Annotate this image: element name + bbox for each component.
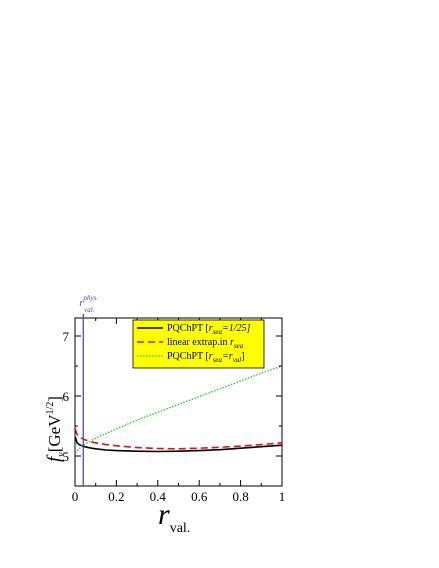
x-tick-label: 1 (279, 489, 286, 504)
y-tick-label: 5 (63, 449, 70, 464)
x-tick-label: 0.2 (108, 489, 124, 504)
legend-label-0: PQChPT [rsea=1/25] (167, 323, 251, 336)
x-tick-label: 0 (72, 489, 79, 504)
legend: PQChPT [rsea=1/25]linear extrap.in rseaP… (132, 319, 265, 369)
x-tick-label: 0.6 (191, 489, 208, 504)
y-axis-label: fv[GeV1/2] (44, 396, 67, 462)
series-line-2 (74, 365, 283, 454)
x-axis-label: rval. (158, 498, 190, 536)
x-tick-label: 0.8 (232, 489, 248, 504)
axis-labels: rphys. val. rval. fv[GeV1/2] (44, 294, 190, 536)
series-layer (74, 314, 283, 486)
x-tick-label: 0.4 (150, 489, 167, 504)
y-tick-label: 7 (63, 329, 70, 344)
series-line-1 (74, 428, 283, 450)
legend-label-2: PQChPT [rsea=rval] (167, 351, 245, 364)
legend-label-1: linear extrap.in rsea (167, 337, 244, 350)
y-tick-label: 6 (63, 389, 70, 404)
ticks-layer: 0 0.2 0.4 0.6 0.8 1 5 6 7 (63, 318, 286, 504)
physical-point-label: rphys. val. (79, 294, 98, 314)
